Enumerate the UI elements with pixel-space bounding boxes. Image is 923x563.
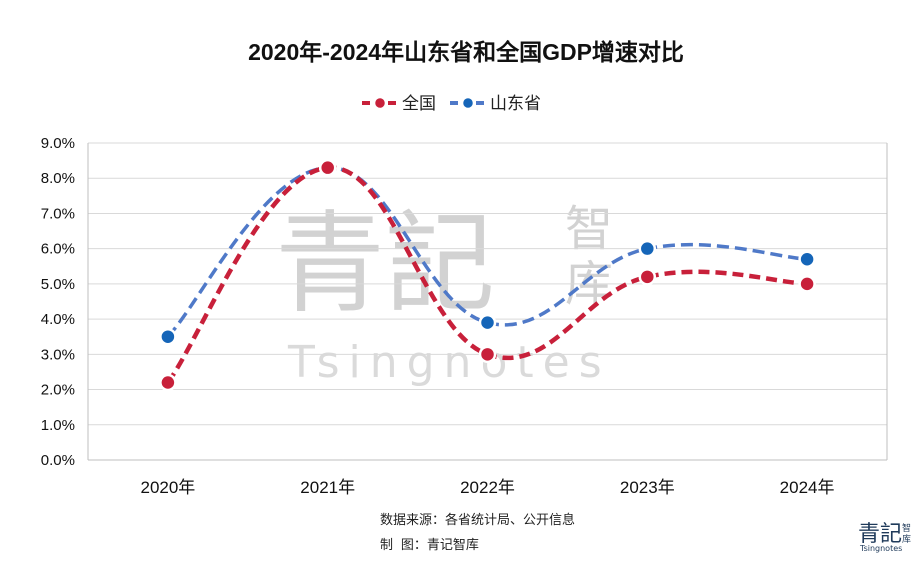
legend: 全国 山东省 — [362, 94, 541, 113]
logo-ku-text: 库 — [902, 533, 911, 545]
legend-marker — [461, 96, 475, 110]
data-point — [798, 275, 816, 293]
data-point — [478, 345, 497, 364]
y-axis-ticks: 0.0% 1.0% 2.0% 3.0% 4.0% 5.0% 6.0% 7.0% 8.0% 9.0% — [41, 135, 75, 469]
watermark-latin-text: Tsingnotes — [287, 337, 611, 388]
legend-label: 全国 — [402, 94, 436, 113]
watermark-zhi-text: 智 — [565, 201, 613, 257]
y-tick-label: 5.0% — [41, 276, 75, 293]
series-line — [166, 165, 808, 338]
source-note: 数据来源：各省统计局、公开信息 — [380, 512, 575, 528]
data-point — [318, 158, 337, 177]
series-markers — [159, 158, 816, 392]
logo: 青記 智 库 Tsingnotes — [858, 522, 911, 553]
logo-zhi-text: 智 — [902, 522, 911, 534]
logo-main-text: 青記 — [858, 522, 902, 547]
y-tick-label: 8.0% — [41, 170, 75, 187]
y-tick-label: 7.0% — [41, 205, 75, 222]
x-tick-label: 2023年 — [620, 478, 675, 497]
data-point — [638, 268, 657, 286]
x-tick-label: 2021年 — [300, 478, 355, 497]
y-tick-label: 3.0% — [41, 346, 75, 363]
data-point — [159, 327, 177, 346]
chart-title: 2020年-2024年山东省和全国GDP增速对比 — [248, 39, 684, 65]
x-tick-label: 2022年 — [460, 478, 515, 497]
y-tick-label: 2.0% — [41, 382, 75, 399]
y-tick-label: 9.0% — [41, 135, 75, 152]
y-tick-label: 4.0% — [41, 311, 75, 328]
grid — [87, 142, 888, 461]
data-point — [798, 250, 816, 268]
series-lines — [166, 165, 808, 384]
legend-marker — [373, 96, 387, 110]
data-point — [159, 373, 177, 392]
producer-note: 制 图：青记智库 — [380, 537, 479, 553]
series-line — [166, 165, 808, 384]
x-tick-label: 2024年 — [780, 478, 835, 497]
y-tick-label: 0.0% — [41, 452, 75, 469]
y-tick-label: 6.0% — [41, 241, 75, 258]
x-axis-ticks: 2020年 2021年 2022年 2023年 2024年 — [140, 478, 834, 497]
logo-latin-text: Tsingnotes — [859, 544, 902, 553]
data-point — [478, 313, 497, 332]
x-tick-label: 2020年 — [140, 478, 195, 497]
data-point — [638, 239, 657, 258]
watermark: 青記 智 库 Tsingnotes — [275, 200, 613, 388]
legend-label: 山东省 — [490, 94, 541, 113]
y-tick-label: 1.0% — [41, 417, 75, 434]
